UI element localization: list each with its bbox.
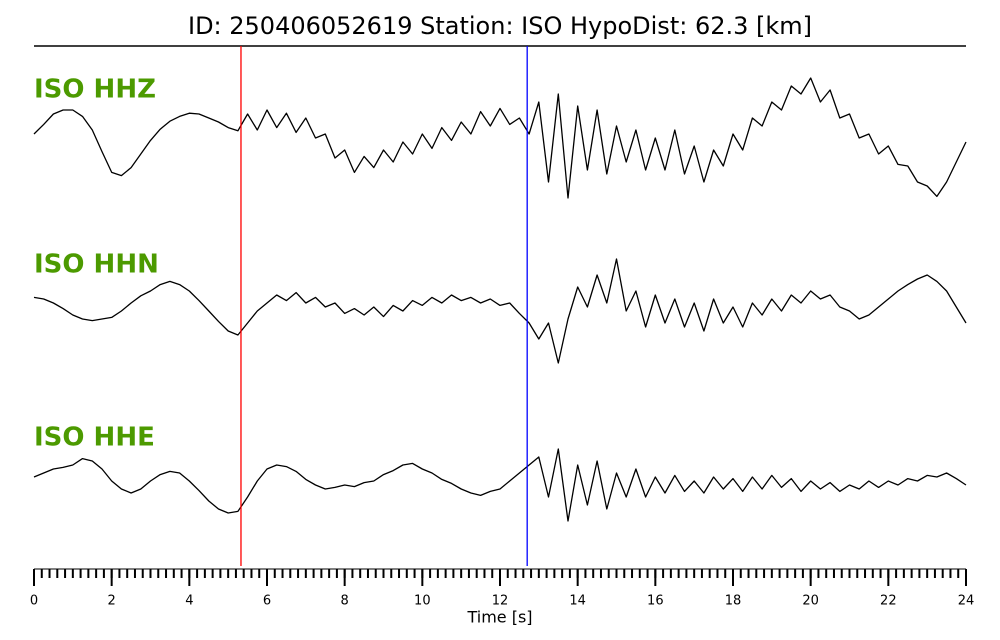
x-tick-label: 8 [341, 594, 349, 609]
trace [33, 258, 967, 364]
x-tick-label: 0 [30, 594, 38, 609]
x-tick-label: 10 [414, 594, 431, 609]
x-tick-label: 20 [802, 594, 819, 609]
x-tick-label: 22 [880, 594, 897, 609]
trace [33, 77, 967, 199]
chart-title: ID: 250406052619 Station: ISO HypoDist: … [188, 12, 812, 40]
x-tick-label: 6 [263, 594, 271, 609]
trace-label: ISO HHZ [34, 75, 156, 105]
trace-label: ISO HHN [34, 250, 159, 280]
x-tick-label: 14 [569, 594, 586, 609]
x-tick-label: 2 [108, 594, 116, 609]
x-tick-label: 16 [647, 594, 664, 609]
x-tick-label: 12 [492, 594, 509, 609]
trace [33, 448, 967, 522]
trace-label: ISO HHE [34, 423, 155, 453]
x-tick-label: 24 [958, 594, 975, 609]
x-axis-label: Time [s] [466, 608, 532, 627]
x-tick-label: 4 [185, 594, 193, 609]
x-tick-label: 18 [725, 594, 742, 609]
